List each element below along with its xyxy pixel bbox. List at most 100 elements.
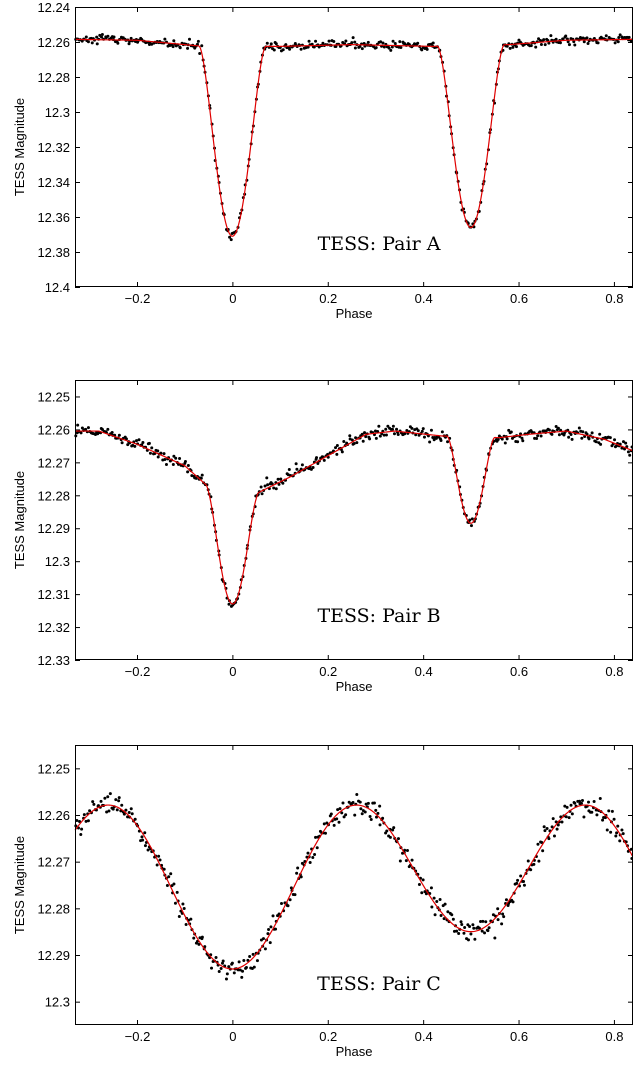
data-point bbox=[272, 486, 276, 490]
data-point bbox=[362, 41, 366, 45]
data-point bbox=[163, 37, 167, 41]
data-point bbox=[314, 835, 318, 839]
data-point bbox=[480, 929, 484, 933]
data-point bbox=[628, 453, 632, 457]
data-point bbox=[378, 804, 382, 808]
data-point bbox=[274, 487, 278, 491]
data-point bbox=[240, 975, 244, 979]
y-tick-label: 12.25 bbox=[37, 389, 70, 404]
data-point bbox=[502, 915, 506, 919]
data-point bbox=[384, 433, 388, 437]
data-point bbox=[616, 40, 620, 44]
data-point bbox=[516, 440, 520, 444]
data-point bbox=[306, 851, 310, 855]
data-point bbox=[416, 41, 420, 45]
data-point bbox=[462, 931, 466, 935]
data-point bbox=[334, 44, 338, 48]
data-point bbox=[451, 917, 455, 921]
data-point bbox=[580, 799, 584, 803]
data-point bbox=[514, 45, 518, 49]
data-point bbox=[266, 932, 270, 936]
panel-pair-a: −0.2 0 0.2 0.4 0.6 0.8 12.2412.2612.2812.312.… bbox=[12, 0, 633, 321]
data-point bbox=[507, 428, 511, 432]
data-point bbox=[404, 859, 408, 863]
data-point bbox=[159, 451, 163, 455]
data-point bbox=[342, 439, 346, 443]
panel-pair-b: −0.2 0 0.2 0.4 0.6 0.8 12.2512.2612.2712.2812… bbox=[12, 380, 633, 694]
data-point bbox=[252, 965, 256, 969]
data-point bbox=[148, 451, 152, 455]
data-point bbox=[315, 456, 319, 460]
data-point bbox=[594, 440, 598, 444]
data-point bbox=[352, 442, 356, 446]
data-point bbox=[117, 796, 121, 800]
data-point bbox=[327, 39, 331, 43]
data-point bbox=[227, 602, 231, 606]
data-point bbox=[561, 37, 565, 41]
data-point bbox=[577, 426, 581, 430]
data-point bbox=[547, 41, 551, 45]
data-point bbox=[279, 477, 283, 481]
data-point bbox=[425, 47, 429, 51]
data-point bbox=[621, 440, 625, 444]
y-tick-label: 12.24 bbox=[37, 0, 70, 15]
data-point bbox=[540, 841, 544, 845]
data-point bbox=[130, 812, 134, 816]
data-point bbox=[354, 436, 358, 440]
data-point bbox=[337, 820, 341, 824]
data-point bbox=[329, 812, 333, 816]
data-point bbox=[363, 810, 367, 814]
data-point bbox=[270, 482, 274, 486]
data-point bbox=[398, 859, 402, 863]
data-point bbox=[511, 900, 515, 904]
data-point bbox=[105, 810, 109, 814]
data-point bbox=[199, 476, 203, 480]
data-point bbox=[259, 485, 263, 489]
data-point bbox=[550, 432, 554, 436]
data-point bbox=[567, 435, 571, 439]
data-point bbox=[592, 799, 596, 803]
x-axis-ticks: −0.2 0 0.2 0.4 0.6 0.8 bbox=[125, 380, 623, 679]
data-point bbox=[618, 839, 622, 843]
data-point bbox=[187, 37, 191, 41]
data-point bbox=[567, 816, 571, 820]
data-point bbox=[79, 431, 83, 435]
data-point bbox=[613, 41, 617, 45]
y-tick-label: 12.3 bbox=[45, 995, 70, 1010]
data-point bbox=[99, 799, 103, 803]
data-point bbox=[200, 473, 204, 477]
data-point bbox=[224, 977, 228, 981]
data-point bbox=[171, 463, 175, 467]
data-point bbox=[618, 33, 622, 37]
data-point bbox=[391, 427, 394, 431]
data-point bbox=[381, 816, 385, 820]
x-tick-label: 0.6 bbox=[510, 664, 528, 679]
data-point bbox=[429, 886, 433, 890]
data-point bbox=[562, 431, 566, 435]
data-point bbox=[410, 858, 414, 862]
data-point bbox=[79, 832, 83, 836]
data-point bbox=[369, 817, 373, 821]
data-point bbox=[505, 437, 509, 441]
data-point bbox=[539, 434, 543, 438]
data-point bbox=[353, 40, 357, 44]
y-tick-label: 12.26 bbox=[37, 35, 70, 50]
data-point bbox=[372, 801, 376, 805]
data-point bbox=[322, 458, 326, 462]
data-point bbox=[353, 813, 357, 817]
data-point bbox=[120, 803, 124, 807]
data-point bbox=[103, 796, 107, 800]
data-point bbox=[355, 793, 359, 797]
data-point bbox=[471, 923, 475, 927]
data-point bbox=[368, 815, 372, 819]
data-point bbox=[598, 432, 602, 436]
data-point bbox=[84, 819, 88, 823]
data-point bbox=[539, 43, 543, 47]
data-point bbox=[570, 812, 574, 816]
data-point bbox=[335, 444, 339, 447]
data-point bbox=[508, 46, 512, 50]
data-point bbox=[389, 48, 393, 52]
data-point bbox=[200, 935, 204, 939]
data-point bbox=[392, 826, 396, 830]
data-point bbox=[229, 238, 233, 242]
